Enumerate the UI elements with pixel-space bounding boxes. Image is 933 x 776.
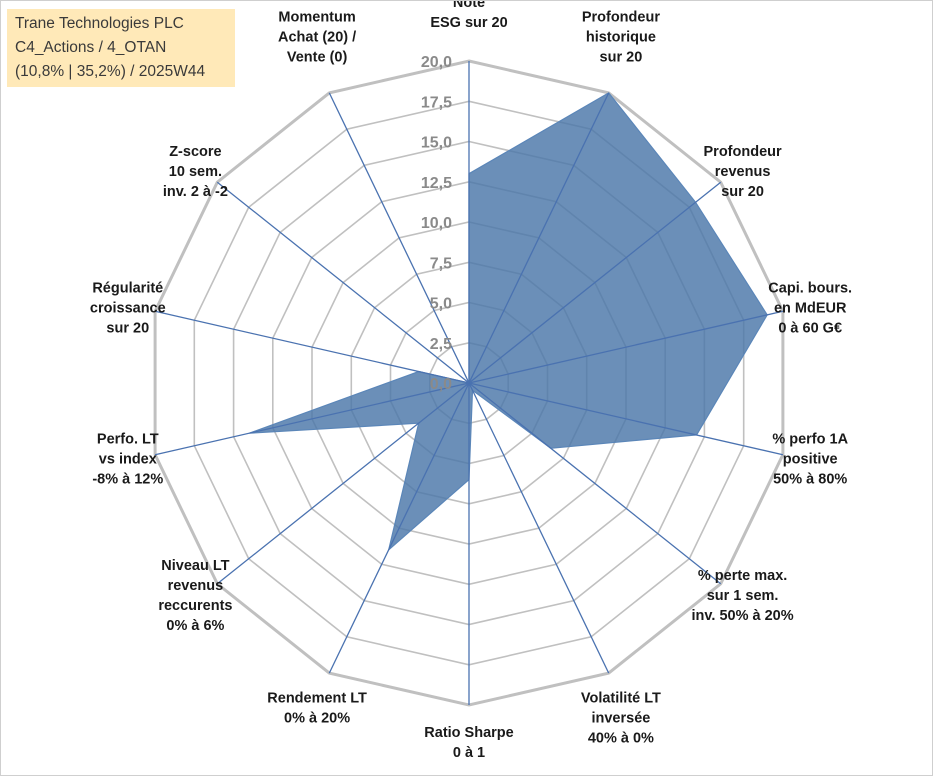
axis-spoke-5 [468, 382, 722, 585]
info-portfolio: C4_Actions / 4_OTAN [15, 39, 167, 56]
axis-layer [154, 61, 784, 705]
category-label-8-line-1: 0% à 20% [284, 710, 350, 726]
axis-spoke-13 [328, 92, 470, 384]
category-label-12-line-2: inv. 2 à -2 [163, 184, 228, 200]
category-label-1-line-0: Profondeur [582, 10, 660, 26]
category-label-10-line-0: Perfo. LT [97, 432, 159, 448]
tick-label-3: 7,5 [430, 255, 452, 272]
axis-spoke-8 [328, 382, 470, 674]
category-label-11: Régularité croissance sur 20 [90, 280, 166, 336]
category-label-10: Perfo. LT vs index -8% à 12% [92, 432, 163, 488]
category-label-13-line-0: Momentum [278, 10, 355, 26]
category-label-7-line-1: 0 à 1 [453, 745, 485, 761]
category-label-11-line-2: sur 20 [106, 320, 149, 336]
tick-label-2: 5,0 [430, 296, 452, 313]
category-label-11-line-0: Régularité [92, 280, 163, 296]
label-layer: Note ESG sur 20 Profondeur historique sur 20… [90, 1, 852, 761]
tick-label-0: 0,0 [430, 376, 452, 393]
category-label-13: Momentum Achat (20) / Vente (0) [278, 10, 356, 66]
category-label-5-line-2: inv. 50% à 20% [692, 608, 794, 624]
category-label-3-line-1: en MdEUR [774, 300, 847, 316]
axis-spoke-2 [468, 181, 722, 384]
category-label-6-line-2: 40% à 0% [588, 730, 654, 746]
category-label-12-line-1: 10 sem. [169, 164, 222, 180]
category-label-9-line-2: reccurents [158, 598, 232, 614]
category-label-4-line-1: positive [783, 452, 838, 468]
category-label-12-line-0: Z-score [169, 144, 221, 160]
axis-spoke-4 [468, 382, 784, 456]
series-area [249, 92, 768, 552]
category-label-6-line-1: inversée [591, 710, 650, 726]
info-box: Trane Technologies PLC C4_Actions / 4_OT… [7, 9, 235, 87]
category-label-13-line-2: Vente (0) [287, 50, 348, 66]
series-layer [249, 92, 768, 552]
info-stats: (10,8% | 35,2%) / 2025W44 [15, 63, 206, 80]
category-label-0: Note ESG sur 20 [430, 1, 507, 31]
category-label-5-line-0: % perte max. [698, 568, 787, 584]
axis-spoke-6 [468, 382, 610, 674]
category-label-1-line-1: historique [586, 30, 656, 46]
category-label-10-line-1: vs index [99, 452, 157, 468]
tick-layer: 0,0 2,5 5,0 7,5 10,0 12,5 15,0 17,5 20,0 [421, 54, 452, 393]
axis-spoke-11 [154, 310, 470, 384]
category-label-9-line-3: 0% à 6% [166, 618, 224, 634]
category-label-3-line-2: 0 à 60 G€ [778, 320, 842, 336]
category-label-4-line-2: 50% à 80% [773, 472, 847, 488]
axis-spoke-10 [154, 382, 470, 456]
category-label-12: Z-score 10 sem. inv. 2 à -2 [163, 144, 228, 200]
category-label-5-line-1: sur 1 sem. [707, 588, 779, 604]
category-label-13-line-1: Achat (20) / [278, 30, 356, 46]
axis-spoke-12 [216, 181, 470, 384]
category-label-6-line-0: Volatilité LT [581, 690, 661, 706]
category-label-4-line-0: % perfo 1A [772, 432, 848, 448]
category-label-9-line-0: Niveau LT [161, 558, 229, 574]
category-label-2-line-1: revenus [715, 164, 771, 180]
tick-label-7: 17,5 [421, 94, 452, 111]
category-label-1: Profondeur historique sur 20 [582, 10, 660, 66]
tick-label-5: 12,5 [421, 175, 452, 192]
category-label-7: Ratio Sharpe 0 à 1 [424, 725, 513, 761]
category-label-2-line-2: sur 20 [721, 184, 764, 200]
category-label-6: Volatilité LT inversée 40% à 0% [581, 690, 661, 746]
tick-label-8: 20,0 [421, 54, 452, 71]
category-label-10-line-2: -8% à 12% [92, 472, 163, 488]
category-label-5: % perte max. sur 1 sem. inv. 50% à 20% [692, 568, 794, 624]
category-label-2: Profondeur revenus sur 20 [704, 144, 782, 200]
category-label-2-line-0: Profondeur [704, 144, 782, 160]
axis-spoke-3 [468, 310, 784, 384]
category-label-8: Rendement LT 0% à 20% [267, 690, 367, 726]
tick-label-4: 10,0 [421, 215, 452, 232]
category-label-11-line-1: croissance [90, 300, 166, 316]
category-label-8-line-0: Rendement LT [267, 690, 367, 706]
info-company: Trane Technologies PLC [15, 15, 184, 32]
category-label-4: % perfo 1A positive 50% à 80% [772, 432, 848, 488]
category-label-0-line-0: Note [453, 1, 485, 11]
category-label-0-line-1: ESG sur 20 [430, 15, 507, 31]
category-label-3: Capi. bours. en MdEUR 0 à 60 G€ [768, 280, 852, 336]
category-label-9: Niveau LT revenus reccurents 0% à 6% [158, 558, 232, 634]
tick-label-1: 2,5 [430, 336, 452, 353]
axis-spoke-1 [468, 92, 610, 384]
category-label-9-line-1: revenus [168, 578, 224, 594]
category-label-1-line-2: sur 20 [600, 50, 643, 66]
category-label-3-line-0: Capi. bours. [768, 280, 852, 296]
axis-spoke-9 [216, 382, 470, 585]
category-label-7-line-0: Ratio Sharpe [424, 725, 513, 741]
tick-label-6: 15,0 [421, 135, 452, 152]
